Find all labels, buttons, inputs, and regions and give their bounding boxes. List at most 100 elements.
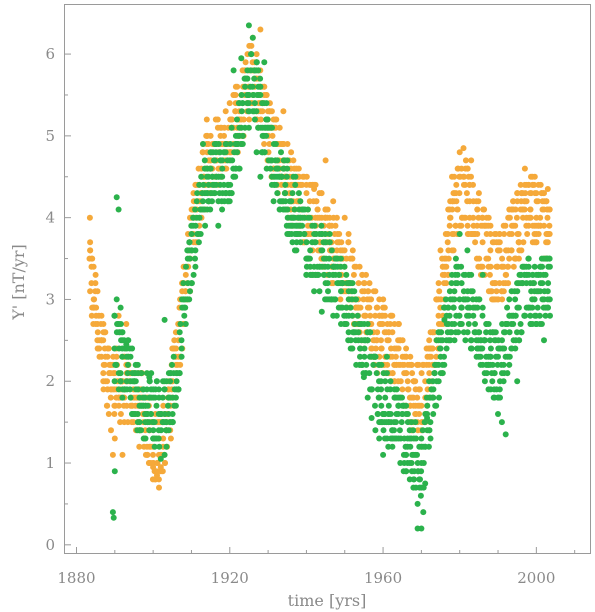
series-b-point (155, 386, 162, 393)
series-b-point (538, 321, 545, 327)
series-a-point (533, 190, 540, 197)
series-a-point (403, 345, 410, 352)
series-b-point (369, 386, 375, 393)
series-a-point (524, 231, 531, 237)
series-a-point (385, 337, 392, 344)
series-b-point (321, 271, 328, 278)
series-b-point (328, 247, 335, 254)
series-b-point (143, 386, 150, 393)
series-b-point (492, 329, 499, 336)
y-tick-label: 2 (45, 372, 55, 390)
series-b-point (512, 296, 519, 303)
series-a-point (336, 231, 343, 237)
series-b-point (205, 181, 212, 188)
series-b-point (541, 337, 547, 344)
series-b-point (253, 59, 260, 66)
series-b-point (261, 149, 268, 156)
series-b-point (197, 231, 204, 237)
series-b-point (222, 149, 229, 156)
series-b-point (544, 296, 551, 303)
series-b-point (311, 288, 318, 295)
series-a-point (452, 222, 459, 229)
series-a-point (115, 402, 122, 409)
series-a-point (532, 239, 539, 246)
series-b-point (239, 132, 246, 139)
series-b-point (186, 296, 193, 303)
series-b-point (337, 304, 344, 311)
series-b-point (147, 411, 154, 417)
series-b-point (219, 173, 226, 180)
series-a-point (314, 206, 321, 213)
series-b-point (306, 214, 313, 221)
series-a-point (395, 321, 402, 327)
series-a-point (416, 411, 423, 417)
series-a-point (105, 411, 112, 417)
series-b-point (430, 394, 437, 401)
series-b-point (412, 419, 419, 426)
series-b-point (278, 173, 285, 180)
series-b-point (349, 345, 356, 352)
series-b-point (228, 190, 235, 197)
series-a-point (160, 435, 167, 442)
series-b-point (134, 361, 141, 368)
series-a-point (443, 280, 450, 287)
series-a-point (117, 419, 124, 426)
series-b-point (438, 329, 445, 336)
series-b-point (406, 460, 413, 466)
series-a-point (450, 247, 457, 254)
series-a-point (199, 149, 206, 156)
series-a-point (155, 476, 162, 483)
series-b-point (458, 304, 465, 311)
series-a-point (531, 181, 538, 188)
series-b-point (289, 190, 296, 197)
series-b-point (161, 451, 168, 458)
series-a-point (447, 214, 453, 221)
series-b-point (537, 288, 544, 295)
series-b-point (372, 402, 378, 409)
series-a-point (372, 345, 379, 352)
series-b-point (450, 304, 457, 311)
series-b-point (354, 312, 361, 319)
series-a-point (525, 181, 532, 188)
series-b-point (425, 443, 432, 450)
series-a-point (456, 190, 463, 197)
series-b-point (276, 206, 283, 213)
series-b-point (510, 321, 517, 327)
series-a-point (182, 271, 189, 278)
series-a-point (499, 255, 506, 262)
series-a-point (303, 181, 310, 188)
series-b-point (539, 280, 546, 287)
series-b-point (264, 116, 271, 123)
series-a-point (104, 402, 111, 409)
series-b-point (514, 378, 521, 385)
series-a-point (508, 247, 515, 254)
series-b-point (422, 480, 429, 487)
series-b-point (504, 370, 511, 377)
series-b-point (169, 411, 176, 417)
series-a-point (240, 116, 247, 123)
series-a-point (105, 345, 112, 352)
x-tick-label: 2000 (517, 569, 555, 587)
series-b-point (499, 337, 505, 344)
series-b-point (165, 427, 172, 434)
series-b-point (407, 443, 414, 450)
series-a-point (431, 329, 438, 336)
plot-frame (64, 4, 591, 554)
series-b-point (531, 263, 538, 270)
series-a-point (205, 141, 212, 147)
series-b-point (157, 411, 164, 417)
series-a-point (510, 198, 517, 205)
series-b-point (506, 361, 513, 368)
series-a-point (506, 255, 513, 262)
x-tick-label: 1960 (364, 569, 402, 587)
series-b-point (246, 92, 253, 98)
series-a-point (523, 198, 530, 205)
series-b-point (263, 132, 270, 139)
series-b-point (439, 370, 446, 377)
series-a-point (169, 345, 176, 352)
series-b-point (479, 312, 486, 319)
series-b-point (483, 329, 490, 336)
series-b-point (330, 296, 337, 303)
series-a-point (87, 239, 94, 246)
